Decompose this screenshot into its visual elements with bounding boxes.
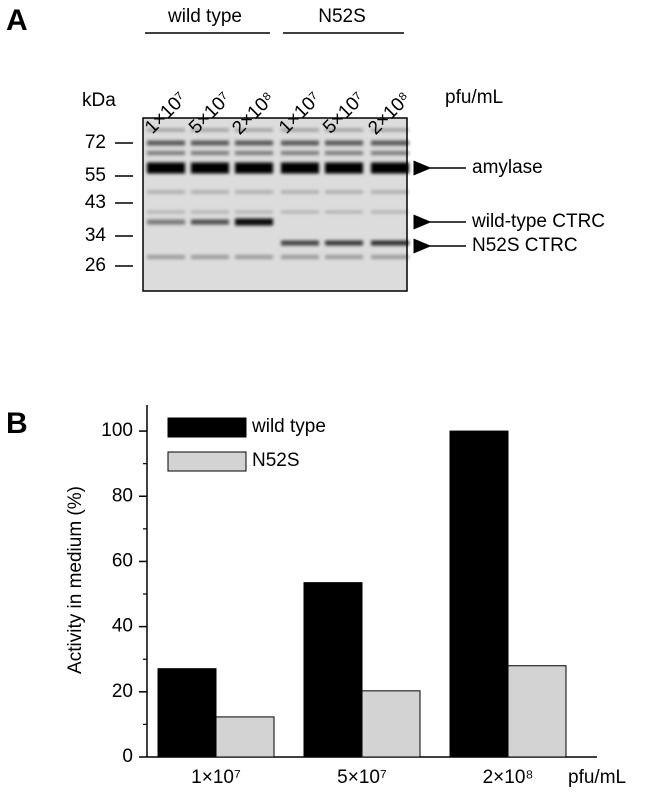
band xyxy=(147,219,185,225)
legend-swatch xyxy=(167,451,247,472)
band xyxy=(281,140,319,146)
band xyxy=(325,255,363,259)
band xyxy=(147,255,185,259)
band xyxy=(325,128,363,132)
marker-label: 26 xyxy=(85,255,106,276)
band xyxy=(371,210,409,214)
band xyxy=(191,219,229,225)
band xyxy=(147,140,185,146)
unit-label: pfu/mL xyxy=(445,87,503,108)
band xyxy=(371,140,409,146)
band xyxy=(281,240,319,246)
legend-label: wild type xyxy=(251,416,326,437)
band xyxy=(235,128,273,132)
gel xyxy=(142,117,408,292)
band xyxy=(281,255,319,259)
band xyxy=(147,210,185,214)
panel-label: A xyxy=(6,4,28,37)
annotation: N52S CTRC xyxy=(472,235,578,256)
band xyxy=(371,255,409,259)
annotation: wild-type CTRC xyxy=(471,211,605,232)
y-tick-label: 0 xyxy=(122,746,133,767)
band xyxy=(191,210,229,214)
band xyxy=(371,162,409,174)
band xyxy=(235,255,273,259)
marker-label: 43 xyxy=(85,192,106,213)
x-tick-label: 1×10⁷ xyxy=(191,767,241,788)
band xyxy=(191,151,229,155)
y-axis-label: Activity in medium (%) xyxy=(65,486,86,674)
y-tick-label: 40 xyxy=(112,616,133,637)
band xyxy=(281,128,319,132)
bar xyxy=(449,430,509,758)
bar xyxy=(361,690,421,758)
marker-label: 72 xyxy=(85,132,106,153)
band xyxy=(371,128,409,132)
y-tick-label: 60 xyxy=(112,550,133,571)
band xyxy=(235,140,273,146)
legend-swatch xyxy=(167,417,247,438)
band xyxy=(325,190,363,194)
band xyxy=(235,162,273,174)
band xyxy=(191,128,229,132)
band xyxy=(325,210,363,214)
band xyxy=(191,140,229,146)
x-tick-label: 2×10⁸ xyxy=(483,767,534,788)
legend-label: N52S xyxy=(252,450,300,471)
bar xyxy=(507,665,567,758)
group-label: N52S xyxy=(318,6,366,27)
band xyxy=(191,255,229,259)
group-label: wild type xyxy=(167,6,242,27)
y-tick-label: 20 xyxy=(112,681,133,702)
band xyxy=(235,151,273,155)
band xyxy=(371,151,409,155)
band xyxy=(281,162,319,174)
bar xyxy=(303,582,363,758)
kda-label: kDa xyxy=(82,90,116,111)
band xyxy=(325,151,363,155)
band xyxy=(235,218,273,226)
band xyxy=(371,190,409,194)
bar xyxy=(157,668,217,758)
x-axis-label: pfu/mL xyxy=(568,767,626,788)
panel-label: B xyxy=(6,407,28,440)
band xyxy=(325,240,363,246)
band xyxy=(191,162,229,174)
band xyxy=(235,210,273,214)
y-tick-label: 80 xyxy=(112,485,133,506)
band xyxy=(281,190,319,194)
band xyxy=(191,190,229,194)
x-tick-label: 5×10⁷ xyxy=(337,767,387,788)
y-tick-label: 100 xyxy=(101,420,133,441)
band xyxy=(147,190,185,194)
bar xyxy=(215,716,275,758)
marker-label: 55 xyxy=(85,165,106,186)
band xyxy=(235,190,273,194)
band xyxy=(325,140,363,146)
band xyxy=(325,162,363,174)
marker-label: 34 xyxy=(85,225,107,246)
band xyxy=(147,151,185,155)
band xyxy=(147,128,185,132)
band xyxy=(371,240,409,246)
annotation: amylase xyxy=(472,157,543,178)
gel-bands xyxy=(147,128,409,259)
band xyxy=(281,210,319,214)
band xyxy=(281,151,319,155)
band xyxy=(147,162,185,174)
